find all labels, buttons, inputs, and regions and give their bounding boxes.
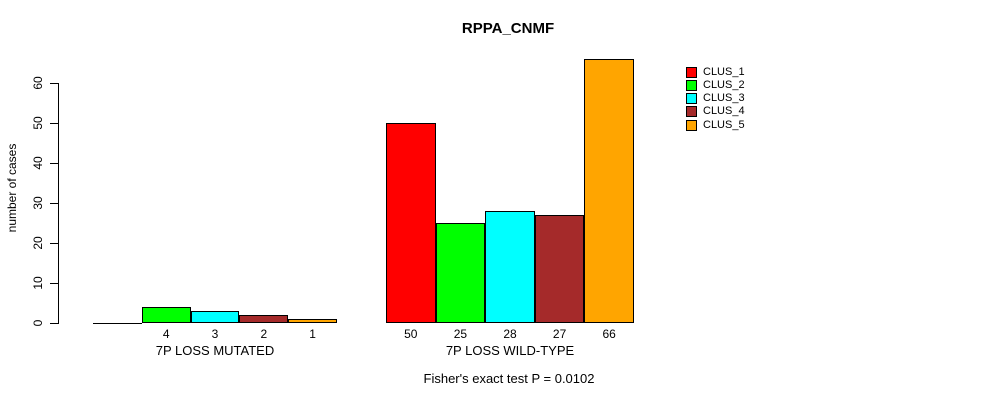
bar-value-label: 28 xyxy=(503,327,517,341)
bar-clus-5-7p-loss-wild-type xyxy=(584,59,634,323)
legend-swatch-clus-5 xyxy=(686,119,697,131)
legend-label: CLUS_5 xyxy=(703,118,745,131)
y-tick-mark xyxy=(50,323,58,324)
bar-clus-4-7p-loss-mutated xyxy=(239,315,289,323)
y-tick-label: 10 xyxy=(31,276,45,290)
y-tick-mark xyxy=(50,283,58,284)
group-label-7p-loss-mutated: 7P LOSS MUTATED xyxy=(155,343,275,358)
legend-swatch-clus-1 xyxy=(686,66,697,78)
legend-swatch-clus-4 xyxy=(686,106,697,118)
y-tick-mark xyxy=(50,123,58,124)
bar-clus-1-7p-loss-wild-type xyxy=(386,123,436,323)
bar-value-label: 27 xyxy=(552,327,567,341)
bar-value-label: 25 xyxy=(453,327,468,341)
legend-label: CLUS_2 xyxy=(703,78,745,91)
y-tick-label: 60 xyxy=(31,76,45,90)
legend-item-clus-5: CLUS_5 xyxy=(686,119,745,131)
legend-label: CLUS_4 xyxy=(703,105,745,118)
y-tick-label: 30 xyxy=(31,196,45,210)
y-tick-mark xyxy=(50,83,58,84)
legend-label: CLUS_3 xyxy=(703,92,745,105)
bar-value-label: 66 xyxy=(602,327,616,341)
y-tick-label: 0 xyxy=(31,319,45,327)
bar-clus-1-7p-loss-mutated xyxy=(93,323,142,324)
legend-label: CLUS_1 xyxy=(703,65,745,78)
bar-clus-3-7p-loss-mutated xyxy=(190,311,240,323)
bar-value-label: 50 xyxy=(404,327,418,341)
y-tick-mark xyxy=(50,163,58,164)
y-tick-mark xyxy=(50,243,58,244)
bar-clus-2-7p-loss-wild-type xyxy=(435,223,486,323)
bar-clus-3-7p-loss-wild-type xyxy=(485,211,535,323)
bar-value-label: 2 xyxy=(260,327,268,341)
bar-value-label: 3 xyxy=(211,327,219,341)
chart-title: RPPA_CNMF xyxy=(461,20,555,37)
legend-swatch-clus-2 xyxy=(686,79,697,91)
legend-item-clus-3: CLUS_3 xyxy=(686,93,745,105)
bar-clus-2-7p-loss-mutated xyxy=(141,307,191,323)
y-tick-label: 50 xyxy=(31,116,45,130)
bar-value-label: 4 xyxy=(162,327,170,341)
group-label-7p-loss-wild-type: 7P LOSS WILD-TYPE xyxy=(445,343,575,358)
legend-item-clus-1: CLUS_1 xyxy=(686,66,745,78)
legend-item-clus-4: CLUS_4 xyxy=(686,106,745,118)
fisher-test-annotation: Fisher's exact test P = 0.0102 xyxy=(423,371,595,386)
y-axis-label: number of cases xyxy=(5,143,19,233)
y-tick-mark xyxy=(50,203,58,204)
y-tick-label: 40 xyxy=(31,156,45,170)
legend-item-clus-2: CLUS_2 xyxy=(686,79,745,91)
bar-value-label: 1 xyxy=(309,327,316,341)
y-axis-line xyxy=(58,83,59,324)
y-tick-label: 20 xyxy=(31,236,45,250)
bar-clus-5-7p-loss-mutated xyxy=(288,319,337,323)
legend-swatch-clus-3 xyxy=(686,93,697,105)
bar-clus-4-7p-loss-wild-type xyxy=(534,215,585,323)
